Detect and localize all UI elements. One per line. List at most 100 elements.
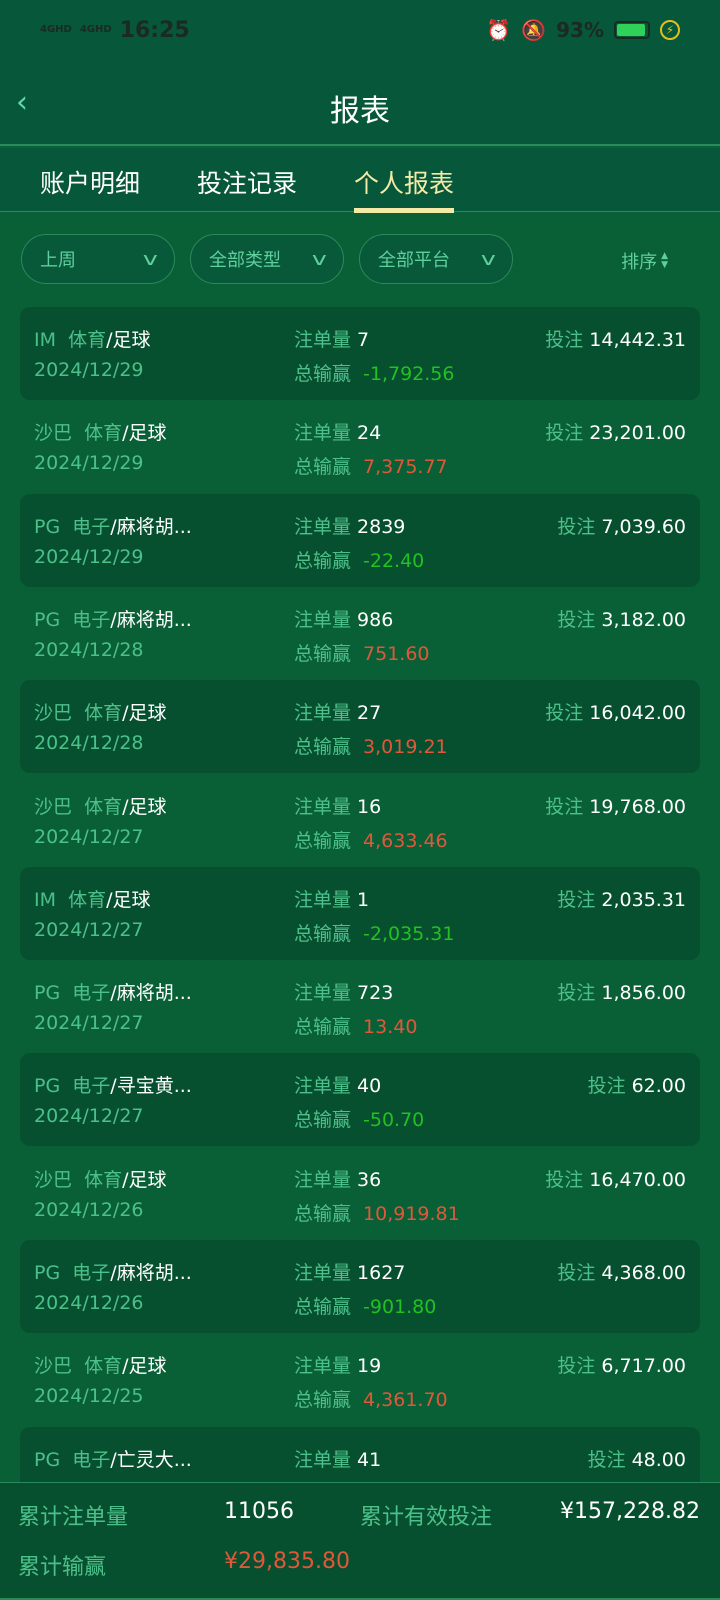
game: /麻将胡... bbox=[110, 515, 192, 538]
game: /足球 bbox=[122, 422, 167, 445]
stake-label: 投注 bbox=[545, 795, 584, 818]
signal-icon: 4GHD bbox=[40, 24, 72, 35]
stake-value: 4,368.00 bbox=[601, 1262, 686, 1284]
charging-icon: ⚡ bbox=[660, 20, 680, 40]
bets-label: 注单量 bbox=[294, 982, 352, 1005]
bets-value: 40 bbox=[357, 1075, 382, 1098]
bets-label: 注单量 bbox=[294, 1448, 352, 1471]
back-icon[interactable]: ‹ bbox=[16, 85, 28, 120]
sort-button[interactable]: 排序 ▲ ▼ bbox=[621, 248, 668, 274]
category: 电子 bbox=[72, 515, 111, 538]
date: 2024/12/27 bbox=[34, 1012, 144, 1035]
winloss-value: -901.80 bbox=[363, 1296, 437, 1318]
stake-value: 23,201.00 bbox=[589, 422, 686, 445]
stake-label: 投注 bbox=[557, 982, 596, 1005]
platform: PG bbox=[34, 1448, 61, 1471]
bets-value: 2839 bbox=[357, 515, 406, 538]
bets-value: 986 bbox=[357, 608, 394, 631]
bets-value: 27 bbox=[357, 702, 382, 725]
category: 体育 bbox=[84, 795, 123, 818]
stake: 投注 48.00 bbox=[588, 1445, 686, 1472]
bets-label: 注单量 bbox=[294, 795, 352, 818]
platform: PG bbox=[34, 1075, 61, 1098]
mute-icon: 🔕 bbox=[521, 18, 547, 42]
list-item[interactable]: 沙巴 体育/足球 2024/12/27 注单量 16 总输赢 4,633.46 投注… bbox=[20, 774, 700, 867]
total-bets-label: 累计注单量 bbox=[18, 1505, 129, 1530]
winloss: 总输赢 -50.70 bbox=[294, 1105, 424, 1132]
list-item[interactable]: PG 电子/麻将胡... 2024/12/29 注单量 2839 总输赢 -22.4… bbox=[20, 493, 700, 587]
bets-value: 1627 bbox=[357, 1262, 406, 1284]
game: /足球 bbox=[106, 888, 151, 911]
platform: 沙巴 bbox=[34, 702, 73, 725]
stake-value: 1,856.00 bbox=[601, 982, 686, 1005]
stake-label: 投注 bbox=[545, 702, 584, 725]
list-item[interactable]: IM 体育/足球 2024/12/27 注单量 1 总输赢 -2,035.31 投注… bbox=[20, 866, 700, 960]
game: /足球 bbox=[122, 1168, 167, 1191]
game: /麻将胡... bbox=[110, 982, 192, 1005]
list-item[interactable]: PG 电子/麻将胡... 2024/12/27 注单量 723 总输赢 13.40 … bbox=[20, 960, 700, 1053]
bets-label: 注单量 bbox=[294, 329, 352, 351]
period-value: 上周 bbox=[40, 250, 76, 271]
game-name: PG 电子/亡灵大... bbox=[34, 1445, 192, 1472]
stake-value: 6,717.00 bbox=[601, 1355, 686, 1378]
tab-personal-report[interactable]: 个人报表 bbox=[354, 164, 455, 213]
bets-count: 注单量 24 bbox=[294, 418, 381, 445]
tab-bet-records[interactable]: 投注记录 bbox=[197, 169, 298, 198]
bets-count: 注单量 36 bbox=[294, 1165, 381, 1192]
game-name: 沙巴 体育/足球 bbox=[34, 418, 167, 445]
stake: 投注 62.00 bbox=[588, 1071, 686, 1098]
list-item[interactable]: 沙巴 体育/足球 2024/12/29 注单量 24 总输赢 7,375.77 投注… bbox=[20, 400, 700, 493]
bets-count: 注单量 40 bbox=[294, 1071, 381, 1098]
winloss-label: 总输赢 bbox=[294, 642, 352, 665]
list-item[interactable]: IM 体育/足球 2024/12/29 注单量 7 总输赢 -1,792.56 投注… bbox=[20, 307, 700, 400]
list-item[interactable]: PG 电子/寻宝黄... 2024/12/27 注单量 40 总输赢 -50.70 … bbox=[20, 1053, 700, 1147]
platform-dropdown[interactable]: 全部平台 v bbox=[359, 234, 513, 284]
bets-label: 注单量 bbox=[294, 422, 352, 445]
chevron-down-icon: v bbox=[143, 248, 159, 270]
stake: 投注 4,368.00 bbox=[557, 1258, 686, 1285]
chevron-down-icon: v bbox=[481, 248, 497, 270]
date: 2024/12/29 bbox=[34, 545, 144, 568]
winloss: 总输赢 4,633.46 bbox=[294, 826, 448, 853]
winloss-label: 总输赢 bbox=[294, 1202, 352, 1225]
clock: 16:25 bbox=[119, 17, 190, 43]
list-item[interactable]: PG 电子/麻将胡... 2024/12/28 注单量 986 总输赢 751.60… bbox=[20, 587, 700, 680]
type-dropdown[interactable]: 全部类型 v bbox=[190, 234, 344, 284]
platform-value: 全部平台 bbox=[378, 250, 450, 271]
game-name: 沙巴 体育/足球 bbox=[34, 698, 167, 725]
winloss-label: 总输赢 bbox=[294, 1296, 352, 1318]
bets-count: 注单量 1627 bbox=[294, 1258, 405, 1285]
winloss: 总输赢 751.60 bbox=[294, 639, 430, 666]
category: 电子 bbox=[72, 1262, 111, 1284]
category: 体育 bbox=[84, 702, 123, 725]
filter-bar: 上周 v 全部类型 v 全部平台 v 排序 ▲ ▼ bbox=[0, 234, 720, 286]
tab-account-details[interactable]: 账户明细 bbox=[40, 169, 141, 198]
stake-label: 投注 bbox=[557, 1262, 596, 1284]
category: 电子 bbox=[72, 1075, 111, 1098]
signal-icon: 4GHD bbox=[79, 24, 112, 35]
sort-icon: ▲ ▼ bbox=[661, 251, 668, 270]
platform: 沙巴 bbox=[34, 422, 73, 445]
list-item[interactable]: 沙巴 体育/足球 2024/12/28 注单量 27 总输赢 3,019.21 投注… bbox=[20, 680, 700, 774]
list-item[interactable]: PG 电子/麻将胡... 2024/12/26 注单量 1627 总输赢 -901.… bbox=[20, 1240, 700, 1333]
chevron-down-icon: v bbox=[312, 248, 328, 270]
date: 2024/12/28 bbox=[34, 732, 144, 755]
list-item[interactable]: 沙巴 体育/足球 2024/12/26 注单量 36 总输赢 10,919.81 投… bbox=[20, 1147, 700, 1240]
bets-count: 注单量 723 bbox=[294, 978, 393, 1005]
bets-value: 1 bbox=[357, 888, 370, 911]
game-name: PG 电子/麻将胡... bbox=[34, 978, 192, 1005]
game: /麻将胡... bbox=[110, 608, 192, 631]
stake-value: 16,042.00 bbox=[589, 702, 686, 725]
game: /足球 bbox=[122, 795, 167, 818]
list-item[interactable]: 沙巴 体育/足球 2024/12/25 注单量 19 总输赢 4,361.70 投注… bbox=[20, 1333, 700, 1426]
category: 体育 bbox=[84, 1355, 123, 1378]
bets-label: 注单量 bbox=[294, 1075, 352, 1098]
period-dropdown[interactable]: 上周 v bbox=[21, 234, 175, 284]
stake-value: 62.00 bbox=[631, 1075, 686, 1098]
bets-value: 7 bbox=[357, 329, 370, 351]
stake-label: 投注 bbox=[587, 1075, 626, 1098]
bets-label: 注单量 bbox=[294, 608, 352, 631]
stake: 投注 2,035.31 bbox=[557, 885, 686, 912]
bets-count: 注单量 7 bbox=[294, 325, 369, 352]
platform: 沙巴 bbox=[34, 1355, 73, 1378]
